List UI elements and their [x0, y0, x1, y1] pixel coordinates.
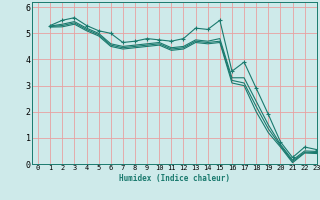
X-axis label: Humidex (Indice chaleur): Humidex (Indice chaleur): [119, 174, 230, 183]
